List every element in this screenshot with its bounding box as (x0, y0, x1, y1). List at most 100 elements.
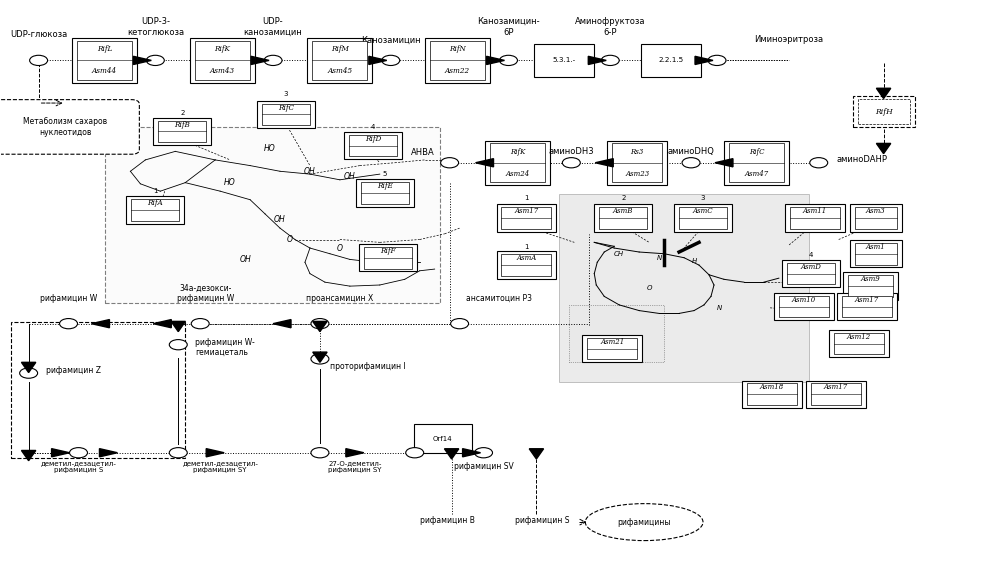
Text: AHBA: AHBA (411, 148, 435, 157)
Text: рифамицин S: рифамицин S (515, 516, 569, 526)
Text: OH: OH (239, 255, 251, 264)
Circle shape (708, 55, 726, 66)
FancyBboxPatch shape (491, 144, 544, 182)
Text: OH: OH (344, 173, 356, 181)
FancyBboxPatch shape (850, 240, 901, 267)
Text: рифамицин SV: рифамицин SV (454, 462, 513, 471)
Text: RifM: RifM (331, 45, 349, 54)
Text: RifB: RifB (174, 121, 190, 129)
Text: OH: OH (274, 215, 286, 224)
Text: AsmD: AsmD (800, 263, 821, 271)
Text: рифамицин B: рифамицин B (421, 516, 476, 526)
Text: 34а-дезокси-
рифамицин W: 34а-дезокси- рифамицин W (177, 284, 234, 303)
Circle shape (60, 319, 78, 329)
FancyBboxPatch shape (313, 41, 368, 80)
Circle shape (475, 447, 493, 458)
Text: Asm43: Asm43 (210, 67, 235, 75)
Text: 2: 2 (621, 196, 625, 201)
Text: O: O (337, 243, 343, 253)
Text: N: N (656, 255, 661, 260)
Text: рифамицин W-
гемиацеталь: рифамицин W- гемиацеталь (195, 338, 255, 357)
Text: Asm11: Asm11 (802, 207, 827, 215)
Polygon shape (134, 56, 151, 64)
FancyBboxPatch shape (599, 207, 647, 229)
FancyBboxPatch shape (855, 243, 896, 264)
Text: RifH: RifH (875, 108, 892, 116)
Polygon shape (369, 56, 387, 64)
Text: Asm12: Asm12 (846, 333, 871, 341)
Text: RifC: RifC (749, 148, 764, 156)
Text: Asm21: Asm21 (600, 338, 624, 346)
Text: рифамицины: рифамицины (617, 518, 671, 527)
Polygon shape (876, 144, 891, 154)
Text: NH: NH (374, 260, 386, 270)
FancyBboxPatch shape (501, 207, 551, 229)
Circle shape (451, 319, 469, 329)
Circle shape (70, 447, 88, 458)
Text: Asm3: Asm3 (866, 207, 885, 215)
FancyBboxPatch shape (257, 101, 315, 128)
Text: Asm45: Asm45 (328, 67, 353, 75)
Polygon shape (876, 88, 891, 99)
Text: деметил-дезацетил-
рифамицин S: деметил-дезацетил- рифамицин S (41, 460, 117, 473)
FancyBboxPatch shape (361, 182, 409, 203)
Polygon shape (251, 56, 269, 64)
FancyBboxPatch shape (785, 204, 845, 231)
Circle shape (441, 158, 459, 168)
Circle shape (382, 55, 400, 66)
Polygon shape (346, 449, 364, 457)
FancyBboxPatch shape (843, 272, 898, 300)
Text: UDP-3-
кетоглюкоза: UDP-3- кетоглюкоза (127, 17, 184, 36)
Circle shape (169, 447, 187, 458)
FancyBboxPatch shape (559, 194, 809, 382)
Polygon shape (445, 449, 459, 459)
FancyBboxPatch shape (77, 41, 132, 80)
FancyBboxPatch shape (153, 118, 211, 145)
FancyBboxPatch shape (497, 204, 556, 231)
FancyBboxPatch shape (834, 333, 883, 355)
FancyBboxPatch shape (132, 199, 179, 221)
Circle shape (311, 319, 329, 329)
Text: RifK: RifK (214, 45, 230, 54)
Text: проансамицин X: проансамицин X (307, 294, 374, 303)
FancyBboxPatch shape (679, 207, 727, 229)
FancyBboxPatch shape (782, 260, 840, 287)
Circle shape (191, 319, 209, 329)
Text: 3: 3 (700, 196, 705, 201)
FancyBboxPatch shape (534, 44, 594, 77)
Polygon shape (21, 363, 36, 373)
Circle shape (406, 447, 424, 458)
FancyBboxPatch shape (811, 384, 860, 405)
Text: 4: 4 (808, 252, 813, 258)
Circle shape (30, 55, 48, 66)
FancyBboxPatch shape (641, 44, 701, 77)
FancyBboxPatch shape (72, 38, 137, 83)
Circle shape (169, 340, 187, 350)
Text: 27-О-деметил-
рифамицин SY: 27-О-деметил- рифамицин SY (328, 460, 382, 473)
Text: RifN: RifN (450, 45, 467, 54)
FancyBboxPatch shape (806, 381, 865, 408)
Polygon shape (313, 352, 327, 363)
Text: O: O (287, 235, 293, 244)
Polygon shape (463, 449, 481, 457)
Polygon shape (313, 321, 327, 332)
Circle shape (311, 354, 329, 364)
Text: O: O (646, 285, 652, 291)
FancyBboxPatch shape (426, 38, 491, 83)
Text: аминоDHQ: аминоDHQ (667, 147, 714, 156)
FancyBboxPatch shape (127, 196, 184, 223)
FancyBboxPatch shape (855, 207, 896, 229)
Text: Asm10: Asm10 (791, 296, 816, 304)
Circle shape (264, 55, 282, 66)
Text: UDP-
канозамицин: UDP- канозамицин (244, 17, 303, 36)
Polygon shape (52, 449, 70, 457)
Text: RifA: RifA (148, 199, 163, 207)
Text: Asm17: Asm17 (854, 296, 879, 304)
Text: AsmC: AsmC (692, 207, 713, 215)
FancyBboxPatch shape (853, 96, 914, 127)
Text: Asm23: Asm23 (625, 170, 649, 178)
FancyBboxPatch shape (774, 293, 834, 320)
Polygon shape (487, 56, 504, 64)
FancyBboxPatch shape (359, 244, 417, 271)
Text: рифамицин Z: рифамицин Z (46, 366, 101, 375)
